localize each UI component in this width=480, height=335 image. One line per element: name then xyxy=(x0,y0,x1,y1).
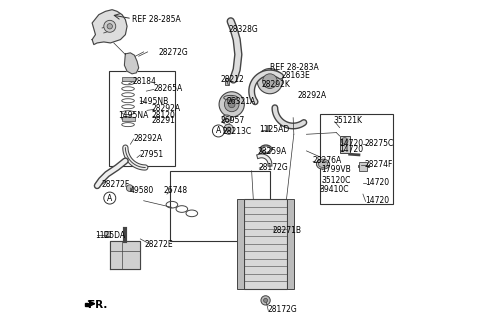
Circle shape xyxy=(227,127,231,132)
Ellipse shape xyxy=(318,161,328,168)
Bar xyxy=(320,114,393,204)
Text: REF 28-285A: REF 28-285A xyxy=(132,15,181,24)
Text: 26748: 26748 xyxy=(164,186,188,195)
Text: 28292A: 28292A xyxy=(297,90,326,99)
Ellipse shape xyxy=(222,115,231,122)
Text: 28172G: 28172G xyxy=(258,163,288,172)
Circle shape xyxy=(341,138,348,144)
Text: 14720: 14720 xyxy=(365,178,389,187)
Text: 1495NB: 1495NB xyxy=(139,96,169,106)
Bar xyxy=(266,125,269,131)
Text: 28212: 28212 xyxy=(220,75,244,84)
Polygon shape xyxy=(92,10,127,45)
Text: 28272E: 28272E xyxy=(144,240,173,249)
Circle shape xyxy=(224,97,239,112)
Text: 14720: 14720 xyxy=(365,196,389,205)
Text: 28292K: 28292K xyxy=(262,80,290,89)
Text: 28274F: 28274F xyxy=(365,160,393,169)
Text: 1125DA: 1125DA xyxy=(96,231,126,240)
Circle shape xyxy=(107,24,112,29)
Text: 14720: 14720 xyxy=(339,139,363,148)
Bar xyxy=(104,231,110,237)
Bar xyxy=(122,77,135,81)
Circle shape xyxy=(228,101,235,108)
Text: 28292A: 28292A xyxy=(134,134,163,143)
Circle shape xyxy=(224,124,234,134)
Text: 28259A: 28259A xyxy=(258,147,287,156)
Text: FR.: FR. xyxy=(88,300,107,310)
Text: 28272F: 28272F xyxy=(101,180,130,189)
Text: 28163E: 28163E xyxy=(282,71,310,80)
Text: 39410C: 39410C xyxy=(319,185,348,194)
Bar xyxy=(237,199,244,289)
Text: 28276A: 28276A xyxy=(312,156,342,165)
Bar xyxy=(359,161,367,171)
Circle shape xyxy=(104,20,116,32)
Text: 28213C: 28213C xyxy=(223,127,252,136)
Ellipse shape xyxy=(316,159,330,169)
Text: 28271B: 28271B xyxy=(273,226,301,235)
Text: 49580: 49580 xyxy=(130,186,154,195)
Bar xyxy=(340,136,349,152)
Text: 26321A: 26321A xyxy=(226,96,255,106)
Text: 28265A: 28265A xyxy=(154,84,183,93)
Text: 28328G: 28328G xyxy=(228,25,258,34)
Text: 28292A: 28292A xyxy=(152,104,181,113)
Text: 28272G: 28272G xyxy=(158,48,188,57)
Text: 35121K: 35121K xyxy=(333,117,362,126)
Text: 1125AD: 1125AD xyxy=(259,125,289,134)
Circle shape xyxy=(261,296,270,305)
Text: REF 28-283A: REF 28-283A xyxy=(270,63,319,72)
Bar xyxy=(109,71,175,166)
Text: 28275C: 28275C xyxy=(365,139,394,148)
Text: 28172G: 28172G xyxy=(267,305,297,314)
Circle shape xyxy=(264,298,267,303)
Text: 1799VB: 1799VB xyxy=(322,165,351,174)
Text: 28184: 28184 xyxy=(132,77,156,86)
Bar xyxy=(287,199,294,289)
Bar xyxy=(84,303,88,307)
Text: 14720: 14720 xyxy=(339,145,363,154)
Circle shape xyxy=(126,185,133,191)
Text: 28120: 28120 xyxy=(151,111,175,120)
Text: 27951: 27951 xyxy=(140,150,164,159)
Polygon shape xyxy=(110,241,140,269)
Circle shape xyxy=(263,74,277,88)
Text: A: A xyxy=(216,126,221,135)
Polygon shape xyxy=(124,53,139,74)
Text: A: A xyxy=(107,194,112,203)
Bar xyxy=(244,199,287,289)
Bar xyxy=(122,117,135,121)
Circle shape xyxy=(257,68,283,94)
Text: 26957: 26957 xyxy=(220,117,244,126)
Circle shape xyxy=(219,92,244,117)
Bar xyxy=(170,171,270,241)
Text: 35120C: 35120C xyxy=(322,176,351,185)
Text: 28291: 28291 xyxy=(151,116,175,125)
Text: 1495NA: 1495NA xyxy=(118,111,148,120)
Bar xyxy=(225,78,229,85)
